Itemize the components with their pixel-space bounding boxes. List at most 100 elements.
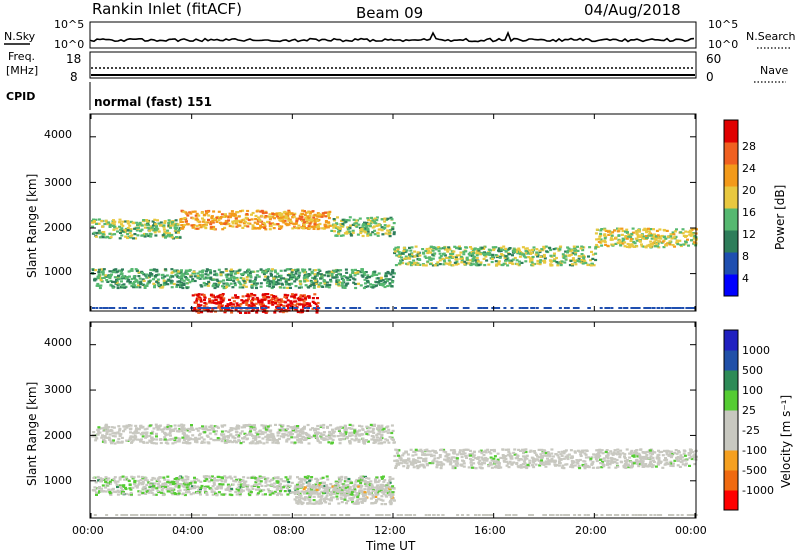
data-cell <box>199 298 203 301</box>
data-cell <box>179 286 182 289</box>
data-cell <box>410 307 414 309</box>
data-cell <box>330 442 334 445</box>
data-cell <box>409 463 413 466</box>
data-cell <box>176 275 180 278</box>
data-cell <box>242 284 246 287</box>
data-cell <box>465 262 469 265</box>
data-cell <box>283 309 287 312</box>
data-cell <box>594 245 598 248</box>
data-cell <box>254 218 258 221</box>
power-colorbar: 28 24 20 16 12 8 4 Power [dB] <box>723 119 787 297</box>
data-cell <box>140 426 144 429</box>
data-cell <box>261 303 265 306</box>
data-cell <box>224 304 228 308</box>
data-cell <box>325 281 329 284</box>
data-cell <box>134 431 138 434</box>
data-cell <box>137 493 141 496</box>
data-cell <box>573 450 577 453</box>
data-cell <box>234 440 238 443</box>
data-cell <box>457 247 461 250</box>
data-cell <box>543 261 547 264</box>
data-cell <box>236 271 240 275</box>
data-cell <box>231 220 235 223</box>
data-cell <box>639 235 643 238</box>
data-cell <box>597 456 601 459</box>
data-cell <box>492 449 496 452</box>
data-cell <box>279 214 283 217</box>
data-cell <box>92 218 95 221</box>
data-cell <box>137 490 141 493</box>
data-cell <box>104 219 108 222</box>
data-cell <box>372 272 376 275</box>
data-cell <box>409 264 413 267</box>
data-cell <box>113 276 117 279</box>
data-cell <box>407 457 411 460</box>
data-cell <box>116 230 119 233</box>
data-cell <box>602 457 606 460</box>
data-cell <box>616 241 620 244</box>
data-cell <box>219 487 223 490</box>
data-cell <box>247 307 251 309</box>
data-cell <box>172 224 176 227</box>
data-cell <box>129 229 133 232</box>
data-cell <box>99 279 103 282</box>
data-cell <box>164 432 168 435</box>
data-cell <box>140 431 144 435</box>
data-cell <box>174 231 178 234</box>
data-cell <box>372 273 376 276</box>
data-cell <box>579 454 583 457</box>
data-cell <box>218 221 222 224</box>
data-cell <box>566 454 570 457</box>
data-cell <box>648 307 652 309</box>
data-cell <box>313 213 317 216</box>
data-cell <box>203 431 207 434</box>
data-cell <box>600 240 604 243</box>
data-cell <box>445 453 449 456</box>
data-cell <box>156 278 160 281</box>
data-cell <box>383 224 387 227</box>
data-cell <box>421 307 425 309</box>
data-cell <box>107 426 111 429</box>
data-cell <box>375 224 379 227</box>
data-cell <box>243 432 247 435</box>
data-cell <box>204 427 208 430</box>
data-cell <box>262 272 266 276</box>
data-cell <box>351 270 355 273</box>
data-cell <box>137 281 140 284</box>
data-cell <box>690 233 694 236</box>
data-cell <box>322 227 326 230</box>
data-cell <box>97 274 101 277</box>
data-cell <box>616 450 620 454</box>
data-cell <box>127 270 131 273</box>
data-cell <box>155 435 158 438</box>
data-cell <box>296 277 300 280</box>
data-cell <box>284 278 288 281</box>
data-cell <box>224 273 228 276</box>
data-cell <box>445 248 448 251</box>
data-cell <box>426 450 430 453</box>
data-cell <box>120 276 124 279</box>
data-cell <box>291 227 295 230</box>
data-cell <box>154 229 158 232</box>
data-cell <box>503 460 507 463</box>
data-cell <box>499 466 503 469</box>
data-cell <box>557 460 561 463</box>
data-cell <box>211 427 215 430</box>
data-cell <box>402 246 406 250</box>
data-cell <box>431 249 435 252</box>
data-cell <box>336 283 340 286</box>
data-cell <box>148 229 152 232</box>
data-cell <box>652 241 656 245</box>
data-cell <box>306 221 309 224</box>
data-cell <box>217 218 221 222</box>
data-cell <box>548 307 552 309</box>
data-cell <box>406 466 410 470</box>
data-cell <box>479 449 483 452</box>
data-cell <box>406 465 410 468</box>
data-cell <box>356 430 360 433</box>
data-cell <box>383 307 387 309</box>
data-cell <box>197 434 201 437</box>
data-cell <box>632 454 636 457</box>
data-cell <box>542 454 546 457</box>
data-cell <box>298 271 302 274</box>
